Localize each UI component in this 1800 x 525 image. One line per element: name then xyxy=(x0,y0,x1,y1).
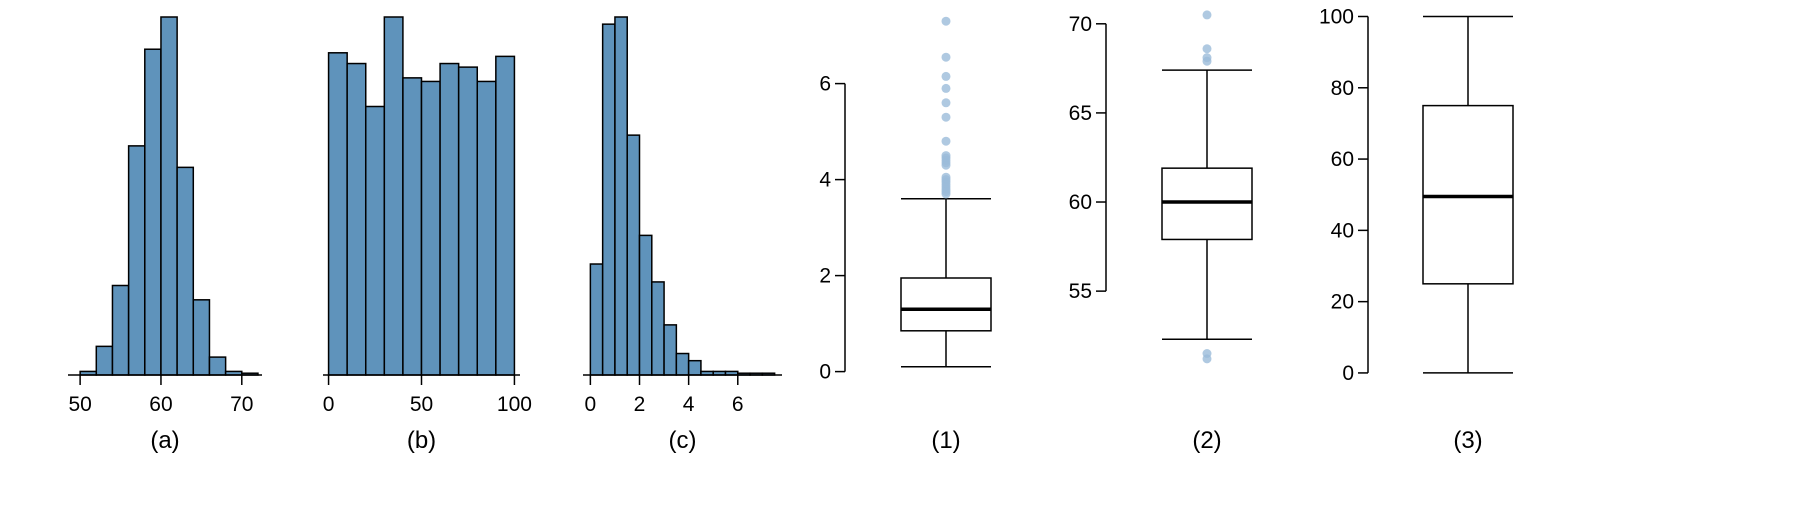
y-tick-label: 6 xyxy=(819,73,831,96)
y-tick-label: 80 xyxy=(1331,77,1354,100)
panel-label: (c) xyxy=(669,427,697,454)
histogram-bar xyxy=(383,16,404,376)
outlier-point xyxy=(941,83,951,93)
x-tick-label: 50 xyxy=(68,393,91,416)
x-tick-label: 50 xyxy=(410,393,433,416)
y-tick-label: 2 xyxy=(819,265,831,288)
histogram-bar xyxy=(346,62,367,376)
histogram-bar xyxy=(457,66,479,376)
y-tick-label: 70 xyxy=(1069,13,1092,36)
x-tick-label: 2 xyxy=(634,393,646,416)
outlier-point xyxy=(1202,44,1212,54)
x-tick-label: 0 xyxy=(585,393,597,416)
histogram-bar xyxy=(327,52,348,376)
y-tick-label: 100 xyxy=(1319,5,1354,28)
panel-label: (b) xyxy=(407,427,436,454)
histogram-bar xyxy=(663,324,678,376)
histogram-bar xyxy=(495,55,516,376)
histogram-bar xyxy=(687,359,702,376)
iqr-box xyxy=(900,277,992,332)
outlier-point xyxy=(941,189,951,199)
outlier-point xyxy=(941,112,951,122)
histogram-bar xyxy=(614,16,628,376)
histogram-bar xyxy=(439,62,460,376)
histogram-bar xyxy=(420,80,441,376)
boxplot-3: 0 20 40 60 80 100 (3) xyxy=(1319,5,1514,454)
histogram-bar xyxy=(476,80,497,376)
histogram-3: 0 2 4 6 (c) xyxy=(583,16,782,454)
histogram-bar xyxy=(638,234,653,376)
histogram-bar xyxy=(208,356,227,376)
outlier-point xyxy=(941,52,951,62)
histogram-bar xyxy=(95,345,114,376)
boxplot-2: 55 60 65 70 (2) xyxy=(1069,10,1253,454)
panel-label: (3) xyxy=(1453,427,1482,454)
iqr-box xyxy=(1161,167,1253,241)
x-tick-label: 100 xyxy=(497,393,532,416)
iqr-box xyxy=(1422,104,1514,285)
outlier-point xyxy=(941,98,951,108)
outlier-point xyxy=(1202,10,1212,20)
y-tick-label: 55 xyxy=(1069,280,1092,303)
panel-label: (2) xyxy=(1192,427,1221,454)
outlier-point xyxy=(941,16,951,26)
y-tick-label: 4 xyxy=(819,169,831,192)
histogram-bar xyxy=(651,281,665,376)
histogram-bar xyxy=(601,23,616,376)
y-tick-label: 60 xyxy=(1069,191,1092,214)
panel-label: (1) xyxy=(931,427,960,454)
y-tick-label: 60 xyxy=(1331,148,1354,171)
histogram-bar xyxy=(192,299,211,376)
x-tick-label: 4 xyxy=(683,393,695,416)
histogram-1: 50 60 70 (a) xyxy=(68,16,262,454)
histogram-bar xyxy=(176,166,195,376)
x-tick-label: 60 xyxy=(149,393,172,416)
outlier-point xyxy=(941,136,951,146)
y-tick-label: 20 xyxy=(1331,291,1354,314)
y-tick-label: 40 xyxy=(1331,219,1354,242)
x-tick-label: 6 xyxy=(732,393,744,416)
outlier-point xyxy=(1202,354,1212,364)
histogram-bar xyxy=(589,263,604,376)
histogram-bar xyxy=(402,77,423,376)
histogram-bar xyxy=(111,284,130,376)
panel-label: (a) xyxy=(150,427,179,454)
histogram-2: 0 50 100 (b) xyxy=(323,16,532,454)
y-tick-label: 65 xyxy=(1069,102,1092,125)
histogram-bar xyxy=(675,352,690,376)
histogram-bar xyxy=(364,105,386,376)
x-tick-label: 70 xyxy=(230,393,253,416)
histogram-bar xyxy=(144,48,162,376)
outlier-point xyxy=(1202,56,1212,66)
histogram-bar xyxy=(626,134,641,376)
outlier-point xyxy=(941,71,951,81)
boxplot-1: 0 2 4 6 (1) xyxy=(819,16,992,454)
histogram-bar xyxy=(127,145,146,376)
y-tick-label: 0 xyxy=(819,361,831,384)
y-tick-label: 0 xyxy=(1342,362,1354,385)
outlier-point xyxy=(941,160,951,170)
histogram-bar xyxy=(160,16,178,376)
x-tick-label: 0 xyxy=(323,393,335,416)
